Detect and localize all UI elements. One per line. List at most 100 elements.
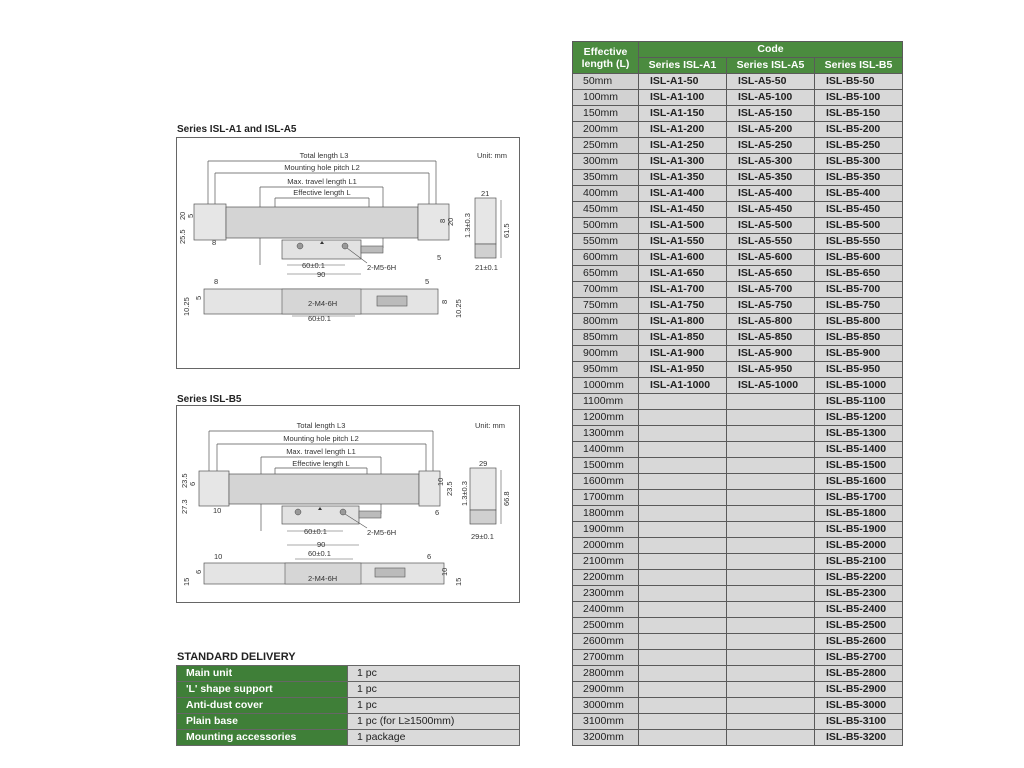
length-cell: 1500mm: [572, 457, 639, 474]
table-row: 500mm ISL-A1-500 ISL-A5-500 ISL-B5-500: [572, 217, 903, 234]
total-length-label: Total length L3: [297, 421, 346, 430]
dim-label: 90: [317, 270, 325, 279]
length-cell: 3200mm: [572, 729, 639, 746]
thread-label: 2-M5-6H: [367, 263, 396, 272]
length-cell: 650mm: [572, 265, 639, 282]
table-row: 2800mm ISL-B5-2800: [572, 665, 903, 682]
code-b5-cell: ISL-B5-400: [814, 185, 903, 202]
code-b5-cell: ISL-B5-3000: [814, 697, 903, 714]
length-cell: 950mm: [572, 361, 639, 378]
code-a5-cell: [726, 617, 815, 634]
mounting-pitch-label: Mounting hole pitch L2: [284, 163, 359, 172]
code-a5-cell: [726, 393, 815, 410]
table-row: 2000mm ISL-B5-2000: [572, 537, 903, 554]
code-b5-cell: ISL-B5-150: [814, 105, 903, 122]
code-b5-cell: ISL-B5-2900: [814, 681, 903, 698]
code-a1-cell: ISL-A1-150: [638, 105, 727, 122]
length-cell: 300mm: [572, 153, 639, 170]
length-cell: 2500mm: [572, 617, 639, 634]
length-cell: 2700mm: [572, 649, 639, 666]
length-cell: 850mm: [572, 329, 639, 346]
delivery-qty: 1 pc (for L≥1500mm): [347, 713, 520, 730]
code-a5-cell: [726, 441, 815, 458]
length-cell: 2300mm: [572, 585, 639, 602]
code-b5-cell: ISL-B5-550: [814, 233, 903, 250]
code-a1-cell: ISL-A1-600: [638, 249, 727, 266]
code-b5-cell: ISL-B5-1900: [814, 521, 903, 538]
dim-label: 8: [212, 238, 216, 247]
dim-label: 6: [427, 552, 431, 561]
dim-label: 29: [479, 459, 487, 468]
diagram-b-svg: Total length L3 Mounting hole pitch L2 M…: [180, 421, 511, 586]
delivery-table: Main unit 1 pc 'L' shape support 1 pc Anti-d…: [176, 665, 520, 746]
delivery-row: 'L' shape support 1 pc: [176, 681, 520, 698]
diagram-a-drawing: Total length L3 Mounting hole pitch L2 M…: [176, 137, 520, 369]
length-cell: 2100mm: [572, 553, 639, 570]
table-row: 3100mm ISL-B5-3100: [572, 713, 903, 730]
delivery-row: Anti-dust cover 1 pc: [176, 697, 520, 714]
diagram-a-title: Series ISL-A1 and ISL-A5: [177, 124, 297, 135]
length-cell: 1200mm: [572, 409, 639, 426]
table-row: 450mm ISL-A1-450 ISL-A5-450 ISL-B5-450: [572, 201, 903, 218]
delivery-item: Plain base: [176, 713, 348, 730]
delivery-qty: 1 pc: [347, 681, 520, 698]
dim-label: 60±0.1: [304, 527, 327, 536]
delivery-item: 'L' shape support: [176, 681, 348, 698]
thread-label: 2-M4-6H: [308, 299, 337, 308]
code-a1-cell: ISL-A1-400: [638, 185, 727, 202]
diagram-a-svg: Total length L3 Mounting hole pitch L2 M…: [178, 151, 511, 323]
code-b5-cell: ISL-B5-3200: [814, 729, 903, 746]
length-cell: 3000mm: [572, 697, 639, 714]
length-cell: 400mm: [572, 185, 639, 202]
max-travel-label: Max. travel length L1: [287, 177, 357, 186]
code-a5-cell: ISL-A5-150: [726, 105, 815, 122]
code-a1-cell: [638, 393, 727, 410]
code-a5-cell: [726, 457, 815, 474]
code-a5-cell: [726, 569, 815, 586]
code-a5-cell: ISL-A5-300: [726, 153, 815, 170]
table-row: 550mm ISL-A1-550 ISL-A5-550 ISL-B5-550: [572, 233, 903, 250]
dim-label: 10: [214, 552, 222, 561]
code-a1-cell: [638, 553, 727, 570]
length-cell: 150mm: [572, 105, 639, 122]
table-row: 1500mm ISL-B5-1500: [572, 457, 903, 474]
code-a5-cell: ISL-A5-900: [726, 345, 815, 362]
code-b5-cell: ISL-B5-2500: [814, 617, 903, 634]
length-cell: 600mm: [572, 249, 639, 266]
code-a1-cell: ISL-A1-50: [638, 73, 727, 90]
code-b5-cell: ISL-B5-1800: [814, 505, 903, 522]
code-b5-cell: ISL-B5-250: [814, 137, 903, 154]
table-row: 3200mm ISL-B5-3200: [572, 729, 903, 746]
table-row: 3000mm ISL-B5-3000: [572, 697, 903, 714]
mounting-pitch-label: Mounting hole pitch L2: [283, 434, 358, 443]
delivery-row: Main unit 1 pc: [176, 665, 520, 682]
code-a1-cell: [638, 601, 727, 618]
code-a1-cell: [638, 489, 727, 506]
length-cell: 450mm: [572, 201, 639, 218]
header-series-a5: Series ISL-A5: [726, 57, 815, 74]
dim-label: 25.5: [178, 229, 187, 244]
code-a5-cell: ISL-A5-700: [726, 281, 815, 298]
code-a1-cell: ISL-A1-300: [638, 153, 727, 170]
code-a5-cell: [726, 553, 815, 570]
unit-label: Unit: mm: [477, 151, 507, 160]
diagram-b-drawing: Total length L3 Mounting hole pitch L2 M…: [176, 405, 520, 603]
length-cell: 700mm: [572, 281, 639, 298]
code-a5-cell: [726, 505, 815, 522]
delivery-qty: 1 package: [347, 729, 520, 746]
code-b5-cell: ISL-B5-2300: [814, 585, 903, 602]
code-b5-cell: ISL-B5-350: [814, 169, 903, 186]
dim-label: 10: [213, 506, 221, 515]
code-a5-cell: [726, 713, 815, 730]
header-code: Code: [638, 41, 903, 58]
code-b5-cell: ISL-B5-1000: [814, 377, 903, 394]
header-series-b5: Series ISL-B5: [814, 57, 903, 74]
table-row: 2100mm ISL-B5-2100: [572, 553, 903, 570]
code-a1-cell: [638, 505, 727, 522]
code-b5-cell: ISL-B5-450: [814, 201, 903, 218]
code-a1-cell: ISL-A1-200: [638, 121, 727, 138]
code-b5-cell: ISL-B5-3100: [814, 713, 903, 730]
table-row: 1800mm ISL-B5-1800: [572, 505, 903, 522]
length-cell: 2200mm: [572, 569, 639, 586]
code-b5-cell: ISL-B5-1700: [814, 489, 903, 506]
